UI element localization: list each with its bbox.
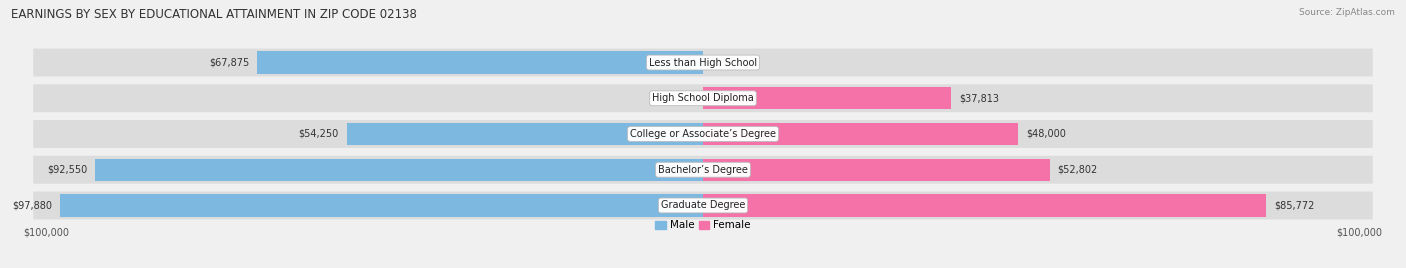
Text: $52,802: $52,802 [1057, 165, 1098, 175]
Text: High School Diploma: High School Diploma [652, 93, 754, 103]
Text: $85,772: $85,772 [1274, 200, 1315, 210]
Bar [703, 123, 1018, 145]
Text: $48,000: $48,000 [1026, 129, 1066, 139]
Text: $54,250: $54,250 [298, 129, 339, 139]
Text: $0: $0 [683, 93, 695, 103]
Bar [60, 194, 703, 217]
Text: College or Associate’s Degree: College or Associate’s Degree [630, 129, 776, 139]
Text: $67,875: $67,875 [209, 58, 249, 68]
Bar [703, 87, 952, 109]
Text: Less than High School: Less than High School [650, 58, 756, 68]
Bar [96, 159, 703, 181]
FancyBboxPatch shape [34, 120, 1372, 148]
FancyBboxPatch shape [34, 49, 1372, 76]
Text: $37,813: $37,813 [959, 93, 1000, 103]
Text: $0: $0 [711, 58, 723, 68]
Bar [703, 194, 1267, 217]
FancyBboxPatch shape [34, 192, 1372, 219]
Bar [347, 123, 703, 145]
Text: $97,880: $97,880 [13, 200, 52, 210]
FancyBboxPatch shape [34, 84, 1372, 112]
FancyBboxPatch shape [34, 156, 1372, 184]
Text: EARNINGS BY SEX BY EDUCATIONAL ATTAINMENT IN ZIP CODE 02138: EARNINGS BY SEX BY EDUCATIONAL ATTAINMEN… [11, 8, 418, 21]
Bar [703, 159, 1050, 181]
Text: $92,550: $92,550 [48, 165, 87, 175]
Text: Bachelor’s Degree: Bachelor’s Degree [658, 165, 748, 175]
Text: Source: ZipAtlas.com: Source: ZipAtlas.com [1299, 8, 1395, 17]
Text: Graduate Degree: Graduate Degree [661, 200, 745, 210]
Legend: Male, Female: Male, Female [651, 216, 755, 234]
Bar [257, 51, 703, 74]
